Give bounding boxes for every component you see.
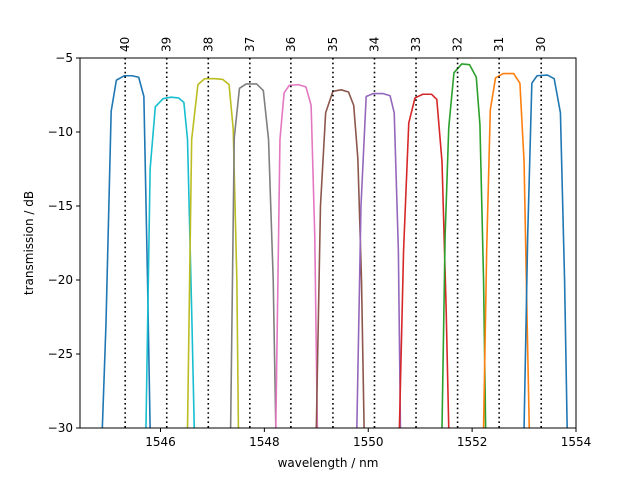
x-tick-label: 1546	[145, 435, 176, 449]
series-line-8	[398, 93, 450, 428]
channel-marker-layer: 40 39 38 37 36 35 34 33 32 31 30	[118, 37, 548, 428]
x-tick-label: 1554	[561, 435, 592, 449]
channel-label-40: 40	[118, 37, 132, 52]
series-line-11	[523, 74, 568, 428]
y-tick-label: −20	[48, 273, 73, 287]
x-tick-label: 1548	[249, 435, 280, 449]
series-line-2	[145, 96, 196, 428]
x-tick-label: 1552	[457, 435, 488, 449]
series-line-9	[441, 63, 487, 428]
channel-label-33: 33	[409, 37, 423, 52]
y-axis-label: transmission / dB	[22, 191, 36, 295]
channel-label-34: 34	[367, 37, 381, 52]
x-axis-label: wavelength / nm	[278, 456, 379, 470]
channel-label-35: 35	[326, 37, 340, 52]
channel-label-38: 38	[201, 37, 215, 52]
x-tick-label: 1550	[353, 435, 384, 449]
channel-label-30: 30	[534, 37, 548, 52]
channel-label-39: 39	[160, 37, 174, 52]
series-layer	[101, 63, 568, 428]
y-tick-label: −5	[55, 51, 73, 65]
y-tick-label: −30	[48, 421, 73, 435]
series-line-7	[356, 92, 402, 428]
series-line-5	[275, 83, 319, 428]
y-tick-label: −10	[48, 125, 73, 139]
y-tick-label: −15	[48, 199, 73, 213]
y-tick-label: −25	[48, 347, 73, 361]
series-line-1	[101, 74, 151, 428]
y-axis-ticks: −30 −25 −20 −15 −10 −5	[48, 51, 80, 435]
x-axis-ticks: 1546 1548 1550 1552 1554	[145, 428, 591, 449]
channel-label-37: 37	[243, 37, 257, 52]
channel-label-36: 36	[284, 37, 298, 52]
channel-label-31: 31	[492, 37, 506, 52]
series-line-6	[315, 89, 365, 428]
channel-label-32: 32	[451, 37, 465, 52]
series-line-4	[229, 83, 277, 428]
plot-frame	[79, 57, 577, 429]
series-line-10	[482, 72, 531, 428]
series-line-3	[186, 77, 240, 428]
